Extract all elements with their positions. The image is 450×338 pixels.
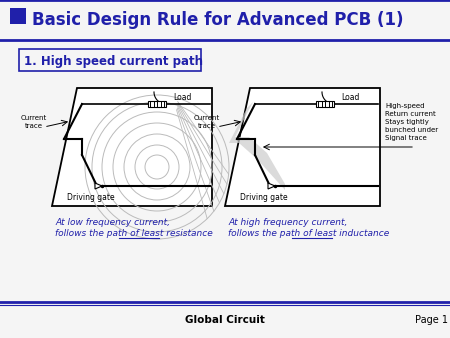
Polygon shape [268, 183, 275, 189]
Bar [0, 0, 450, 40]
Text: Page 1: Page 1 [415, 315, 448, 325]
Text: follows the path of least inductance: follows the path of least inductance [228, 229, 389, 238]
Polygon shape [52, 88, 212, 206]
Text: Current
trace: Current trace [194, 116, 220, 128]
Text: Driving gate: Driving gate [240, 193, 288, 202]
Text: High-speed
Return current
Stays tightly
bunched under
Signal trace: High-speed Return current Stays tightly … [385, 103, 438, 141]
Bar [316, 101, 334, 107]
Text: Load: Load [174, 94, 192, 102]
Bar [148, 101, 166, 107]
Text: follows the path of least resistance: follows the path of least resistance [55, 229, 213, 238]
Text: 1. High speed current path: 1. High speed current path [24, 55, 203, 69]
Text: Current
trace: Current trace [21, 116, 47, 128]
Bar [10, 8, 26, 24]
Text: At low frequency current,: At low frequency current, [55, 218, 170, 227]
Polygon shape [95, 183, 102, 189]
Text: Basic Design Rule for Advanced PCB (1): Basic Design Rule for Advanced PCB (1) [32, 11, 404, 29]
Polygon shape [229, 102, 285, 190]
Text: Global Circuit: Global Circuit [185, 315, 265, 325]
Text: Driving gate: Driving gate [67, 193, 115, 202]
Text: Load: Load [342, 94, 360, 102]
FancyBboxPatch shape [19, 49, 201, 71]
Polygon shape [225, 88, 380, 206]
Text: At high frequency current,: At high frequency current, [228, 218, 347, 227]
